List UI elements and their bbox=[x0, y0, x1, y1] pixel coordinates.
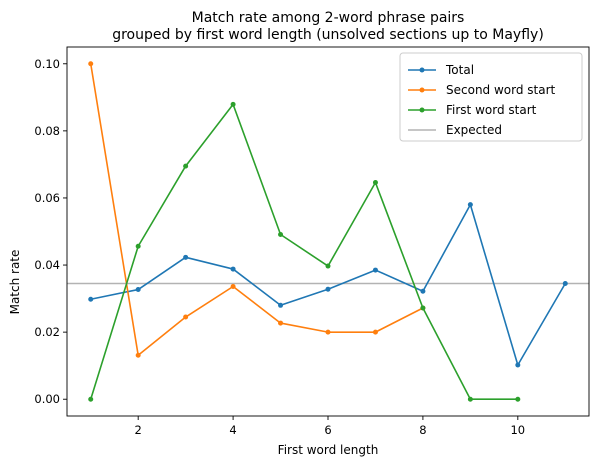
x-tick-label: 8 bbox=[419, 423, 426, 437]
data-point bbox=[278, 302, 284, 308]
data-point bbox=[467, 396, 473, 402]
data-point bbox=[135, 287, 141, 293]
y-tick-label: 0.08 bbox=[34, 124, 60, 138]
data-point bbox=[183, 254, 189, 260]
data-point bbox=[420, 288, 426, 294]
data-point bbox=[372, 329, 378, 335]
legend-box bbox=[399, 52, 583, 142]
y-tick-label: 0.06 bbox=[34, 191, 60, 205]
data-point bbox=[230, 266, 236, 272]
data-point bbox=[135, 243, 141, 249]
data-point bbox=[135, 352, 141, 358]
x-tick-label: 4 bbox=[229, 423, 236, 437]
y-tick-label: 0.10 bbox=[34, 57, 60, 71]
data-point bbox=[325, 286, 331, 292]
data-point bbox=[230, 284, 236, 290]
data-point bbox=[278, 320, 284, 326]
data-point bbox=[562, 280, 568, 286]
data-point bbox=[88, 61, 94, 67]
y-axis-label: Match rate bbox=[8, 250, 22, 315]
data-point bbox=[88, 396, 94, 402]
data-point bbox=[325, 329, 331, 335]
legend-entry-label: First word start bbox=[446, 103, 537, 117]
y-tick-label: 0.00 bbox=[34, 392, 60, 406]
data-point bbox=[515, 362, 521, 368]
legend-marker bbox=[419, 107, 425, 113]
data-point bbox=[183, 163, 189, 169]
legend-marker bbox=[419, 87, 425, 93]
plot-area: 2 4 6 8 10 0.00 0.02 0.04 0.06 0.08 0.10 Total Secon… bbox=[34, 46, 590, 437]
x-tick-label: 6 bbox=[324, 423, 331, 437]
chart-title-line-1: Match rate among 2-word phrase pairs bbox=[192, 10, 465, 26]
series-line-3 bbox=[89, 103, 518, 401]
data-point bbox=[183, 314, 189, 320]
series-line-2 bbox=[89, 63, 424, 357]
chart-title-line-2: grouped by first word length (unsolved s… bbox=[112, 27, 544, 43]
legend-entry-label: Expected bbox=[446, 123, 502, 137]
y-tick-label: 0.02 bbox=[34, 325, 60, 339]
x-axis-label: First word length bbox=[278, 443, 379, 457]
x-tick-label: 2 bbox=[135, 423, 142, 437]
x-tick-label: 10 bbox=[510, 423, 525, 437]
data-point bbox=[278, 232, 284, 238]
data-point bbox=[420, 305, 426, 311]
legend-marker bbox=[419, 67, 425, 73]
data-point bbox=[88, 296, 94, 302]
data-point bbox=[230, 101, 236, 107]
data-point bbox=[372, 180, 378, 186]
data-point bbox=[325, 263, 331, 269]
data-point bbox=[515, 396, 521, 402]
legend-entry-label: Total bbox=[445, 63, 474, 77]
y-tick-label: 0.04 bbox=[34, 258, 60, 272]
legend-entry-label: Second word start bbox=[446, 83, 556, 97]
data-point bbox=[467, 202, 473, 208]
data-point bbox=[372, 267, 378, 273]
